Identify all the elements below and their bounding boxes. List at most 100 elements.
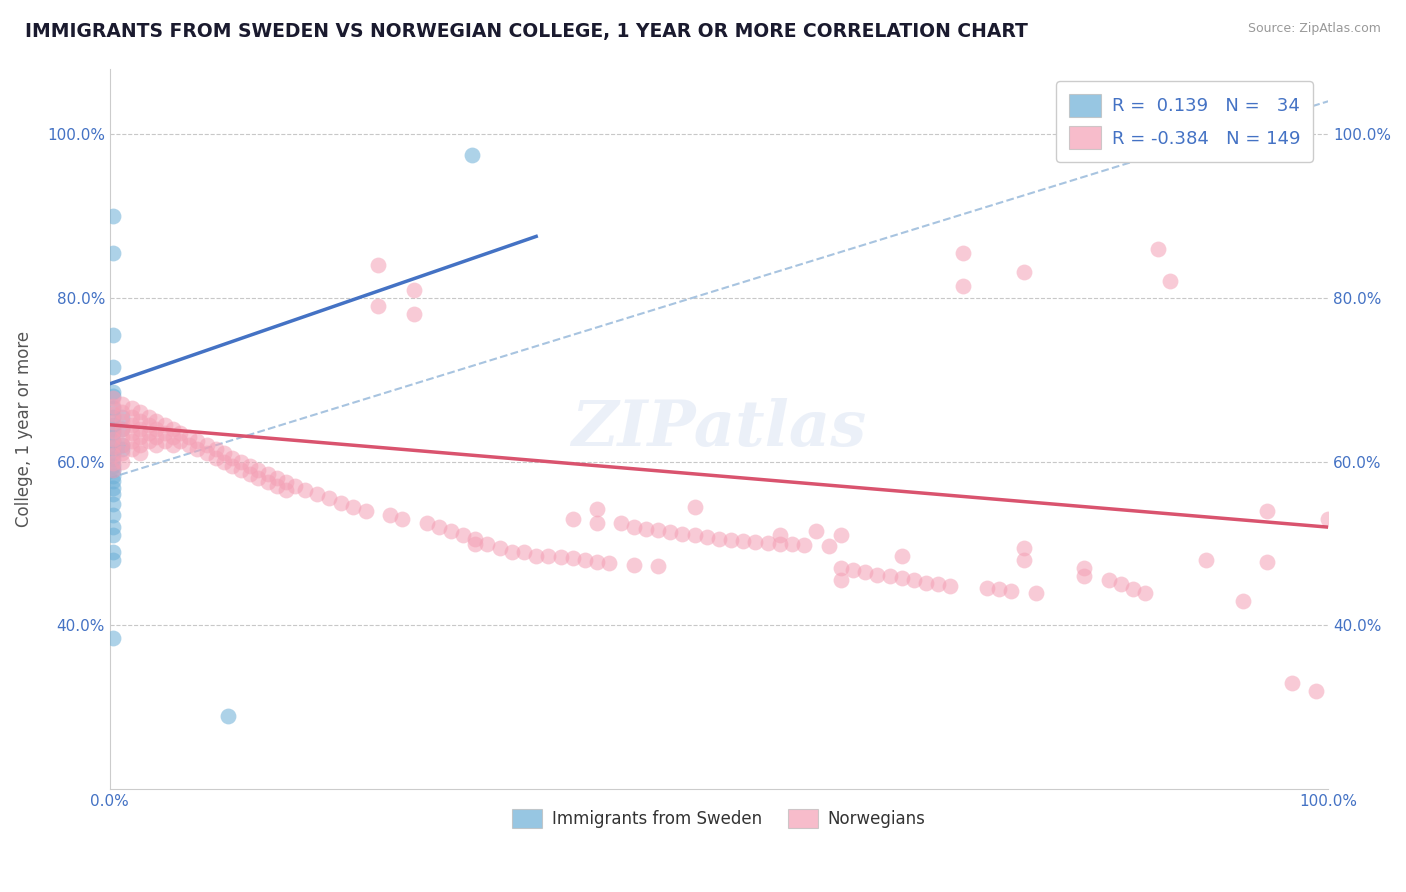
Point: [284, 479, 307, 493]
Point: [939, 579, 962, 593]
Legend: Immigrants from Sweden, Norwegians: Immigrants from Sweden, Norwegians: [506, 803, 932, 835]
Point: [247, 471, 270, 485]
Y-axis label: College, 1 year or more: College, 1 year or more: [15, 331, 32, 527]
Point: [195, 438, 218, 452]
Point: [145, 438, 167, 452]
Point: [204, 450, 226, 465]
Point: [318, 491, 340, 506]
Point: [610, 516, 633, 530]
Point: [247, 463, 270, 477]
Point: [1195, 553, 1218, 567]
Point: [561, 551, 583, 566]
Point: [138, 434, 160, 449]
Point: [769, 528, 792, 542]
Point: [103, 487, 125, 501]
Point: [111, 430, 134, 444]
Point: [257, 467, 280, 481]
Point: [162, 438, 184, 452]
Point: [488, 541, 510, 555]
Point: [103, 463, 125, 477]
Point: [1122, 582, 1144, 596]
Point: [145, 430, 167, 444]
Point: [103, 458, 125, 473]
Point: [186, 434, 208, 449]
Point: [111, 422, 134, 436]
Point: [103, 631, 125, 645]
Point: [111, 397, 134, 411]
Point: [524, 549, 547, 563]
Point: [683, 528, 706, 542]
Point: [793, 538, 815, 552]
Point: [129, 405, 152, 419]
Point: [404, 307, 426, 321]
Point: [830, 528, 852, 542]
Point: [294, 483, 316, 498]
Point: [214, 455, 236, 469]
Point: [952, 245, 974, 260]
Point: [103, 399, 125, 413]
Point: [367, 299, 389, 313]
Point: [153, 425, 176, 440]
Point: [1159, 275, 1181, 289]
Point: [111, 409, 134, 424]
Point: [1232, 594, 1254, 608]
Point: [586, 502, 609, 516]
Point: [239, 467, 262, 481]
Point: [162, 422, 184, 436]
Point: [121, 425, 143, 440]
Point: [305, 487, 328, 501]
Point: [1012, 553, 1035, 567]
Point: [121, 434, 143, 449]
Point: [866, 567, 889, 582]
Point: [464, 533, 486, 547]
Point: [162, 430, 184, 444]
Point: [103, 508, 125, 522]
Point: [537, 549, 560, 563]
Point: [1012, 541, 1035, 555]
Point: [1305, 684, 1327, 698]
Point: [1025, 585, 1047, 599]
Point: [103, 327, 125, 342]
Point: [513, 545, 536, 559]
Point: [460, 147, 482, 161]
Point: [121, 401, 143, 416]
Point: [1317, 512, 1340, 526]
Point: [367, 258, 389, 272]
Point: [103, 434, 125, 449]
Point: [1256, 504, 1278, 518]
Point: [103, 469, 125, 483]
Point: [733, 534, 755, 549]
Point: [266, 479, 288, 493]
Point: [103, 448, 125, 462]
Point: [138, 409, 160, 424]
Point: [111, 442, 134, 457]
Point: [103, 475, 125, 489]
Point: [427, 520, 450, 534]
Point: [129, 414, 152, 428]
Point: [561, 512, 583, 526]
Point: [257, 475, 280, 489]
Point: [276, 483, 298, 498]
Point: [103, 407, 125, 421]
Point: [138, 425, 160, 440]
Point: [683, 500, 706, 514]
Point: [477, 536, 499, 550]
Point: [1073, 561, 1095, 575]
Point: [214, 446, 236, 460]
Point: [103, 245, 125, 260]
Point: [501, 545, 523, 559]
Point: [111, 438, 134, 452]
Point: [1098, 574, 1121, 588]
Point: [647, 559, 669, 574]
Point: [121, 409, 143, 424]
Point: [103, 209, 125, 223]
Point: [988, 582, 1011, 597]
Point: [440, 524, 463, 539]
Point: [769, 536, 792, 550]
Point: [195, 446, 218, 460]
Point: [121, 417, 143, 432]
Point: [890, 549, 912, 563]
Point: [129, 446, 152, 460]
Point: [138, 417, 160, 432]
Point: [1146, 242, 1168, 256]
